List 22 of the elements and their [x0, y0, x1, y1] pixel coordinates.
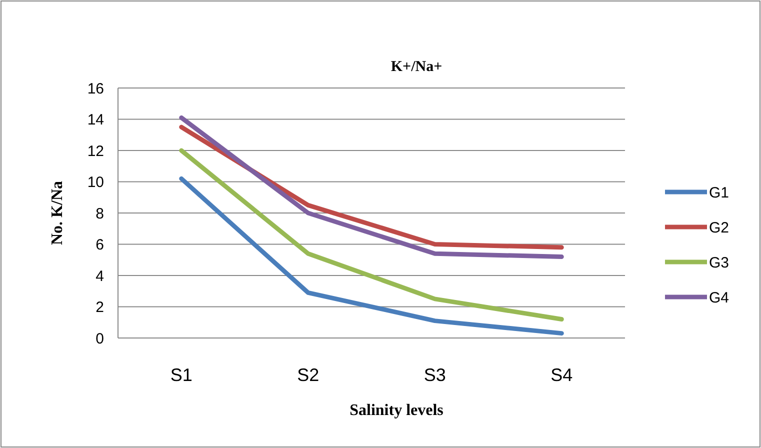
line-series: [179, 148, 564, 322]
x-axis-title: Salinity levels: [350, 402, 444, 419]
y-tick-label: 14: [87, 112, 104, 128]
y-tick-label: 2: [96, 299, 104, 316]
y-tick-label: 10: [87, 174, 104, 191]
chart-title: K+/Na+: [390, 59, 442, 75]
legend-label: G4: [709, 289, 730, 306]
y-tick-label: 4: [96, 268, 104, 285]
y-axis-title: No. K/Na: [49, 181, 66, 245]
x-tick-label: S4: [550, 365, 573, 385]
legend-label: G3: [709, 254, 730, 272]
x-tick-label: S3: [424, 365, 446, 385]
y-tick-label: 8: [96, 205, 104, 222]
x-tick-label: S2: [297, 365, 320, 385]
legend-label: G2: [709, 219, 730, 236]
y-tick-label: 6: [96, 236, 104, 254]
y-tick-label: 0: [96, 330, 104, 348]
y-tick-label: 16: [87, 80, 104, 98]
line-series: [179, 176, 564, 336]
x-tick-label: S1: [170, 365, 192, 385]
y-tick-label: 12: [87, 142, 104, 160]
legend-label: G1: [709, 184, 730, 202]
